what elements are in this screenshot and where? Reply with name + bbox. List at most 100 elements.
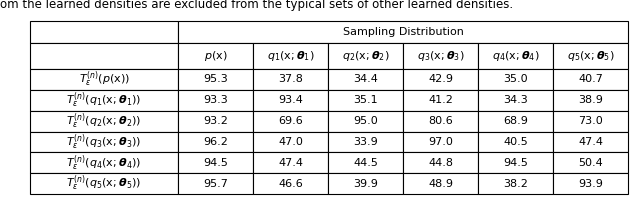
Bar — [553, 90, 628, 111]
Bar — [328, 43, 403, 69]
Bar — [328, 90, 403, 111]
Text: Sampling Distribution: Sampling Distribution — [342, 27, 463, 37]
Bar — [30, 173, 178, 194]
Text: 96.2: 96.2 — [203, 137, 228, 147]
Text: 93.3: 93.3 — [203, 95, 228, 105]
Text: 47.0: 47.0 — [278, 137, 303, 147]
Bar — [253, 69, 328, 90]
Bar — [553, 43, 628, 69]
Text: $p(\mathrm{x})$: $p(\mathrm{x})$ — [204, 49, 227, 63]
Bar — [30, 152, 178, 173]
Bar — [403, 132, 478, 152]
Text: $T_\epsilon^{(n)}(q_4(\mathrm{x};\boldsymbol{\theta}_4))$: $T_\epsilon^{(n)}(q_4(\mathrm{x};\boldsy… — [67, 153, 141, 173]
Bar — [478, 43, 553, 69]
Bar — [30, 21, 178, 43]
Bar — [178, 152, 253, 173]
Bar — [253, 43, 328, 69]
Bar — [253, 152, 328, 173]
Bar — [178, 69, 253, 90]
Text: 40.5: 40.5 — [503, 137, 528, 147]
Bar — [553, 173, 628, 194]
Bar — [253, 111, 328, 132]
Bar — [253, 132, 328, 152]
Bar — [478, 111, 553, 132]
Text: 93.2: 93.2 — [203, 116, 228, 126]
Text: $q_2(\mathrm{x};\boldsymbol{\theta}_2)$: $q_2(\mathrm{x};\boldsymbol{\theta}_2)$ — [342, 49, 389, 63]
Text: $T_\epsilon^{(n)}(p(\mathrm{x}))$: $T_\epsilon^{(n)}(p(\mathrm{x}))$ — [79, 70, 129, 89]
Text: $T_\epsilon^{(n)}(q_3(\mathrm{x};\boldsymbol{\theta}_3))$: $T_\epsilon^{(n)}(q_3(\mathrm{x};\boldsy… — [67, 132, 141, 152]
Bar — [30, 43, 178, 69]
Bar — [478, 69, 553, 90]
Text: 44.8: 44.8 — [428, 158, 453, 168]
Text: 39.9: 39.9 — [353, 179, 378, 189]
Bar — [403, 111, 478, 132]
Bar — [403, 152, 478, 173]
Text: $q_5(\mathrm{x};\boldsymbol{\theta}_5)$: $q_5(\mathrm{x};\boldsymbol{\theta}_5)$ — [566, 49, 614, 63]
Text: 93.9: 93.9 — [578, 179, 603, 189]
Text: 35.1: 35.1 — [353, 95, 378, 105]
Text: 42.9: 42.9 — [428, 74, 453, 84]
Text: 69.6: 69.6 — [278, 116, 303, 126]
Text: $q_1(\mathrm{x};\boldsymbol{\theta}_1)$: $q_1(\mathrm{x};\boldsymbol{\theta}_1)$ — [267, 49, 314, 63]
Text: 95.3: 95.3 — [203, 74, 228, 84]
Text: $T_\epsilon^{(n)}(q_5(\mathrm{x};\boldsymbol{\theta}_5))$: $T_\epsilon^{(n)}(q_5(\mathrm{x};\boldsy… — [67, 174, 141, 193]
Bar — [178, 90, 253, 111]
Text: 73.0: 73.0 — [578, 116, 603, 126]
Bar — [553, 132, 628, 152]
Bar — [553, 152, 628, 173]
Text: 94.5: 94.5 — [203, 158, 228, 168]
Text: 94.5: 94.5 — [503, 158, 528, 168]
Text: 33.9: 33.9 — [353, 137, 378, 147]
Text: 40.7: 40.7 — [578, 74, 603, 84]
Text: 37.8: 37.8 — [278, 74, 303, 84]
Text: 38.2: 38.2 — [503, 179, 528, 189]
Bar — [328, 69, 403, 90]
Bar — [30, 90, 178, 111]
Bar — [553, 69, 628, 90]
Bar — [403, 173, 478, 194]
Text: 34.4: 34.4 — [353, 74, 378, 84]
Text: om the learned densities are excluded from the typical sets of other learned den: om the learned densities are excluded fr… — [0, 0, 513, 11]
Bar — [178, 132, 253, 152]
Text: 47.4: 47.4 — [278, 158, 303, 168]
Text: 44.5: 44.5 — [353, 158, 378, 168]
Bar — [328, 152, 403, 173]
Text: 38.9: 38.9 — [578, 95, 603, 105]
Bar — [328, 111, 403, 132]
Text: 95.0: 95.0 — [353, 116, 378, 126]
Bar — [403, 43, 478, 69]
Text: $T_\epsilon^{(n)}(q_2(\mathrm{x};\boldsymbol{\theta}_2))$: $T_\epsilon^{(n)}(q_2(\mathrm{x};\boldsy… — [67, 111, 141, 131]
Text: 80.6: 80.6 — [428, 116, 453, 126]
Text: 68.9: 68.9 — [503, 116, 528, 126]
Bar — [478, 173, 553, 194]
Text: 46.6: 46.6 — [278, 179, 303, 189]
Bar — [478, 132, 553, 152]
Text: $q_3(\mathrm{x};\boldsymbol{\theta}_3)$: $q_3(\mathrm{x};\boldsymbol{\theta}_3)$ — [417, 49, 464, 63]
Text: 50.4: 50.4 — [578, 158, 603, 168]
Text: $q_4(\mathrm{x};\boldsymbol{\theta}_4)$: $q_4(\mathrm{x};\boldsymbol{\theta}_4)$ — [492, 49, 540, 63]
Bar — [253, 173, 328, 194]
Bar — [178, 43, 253, 69]
Text: 34.3: 34.3 — [503, 95, 528, 105]
Text: 93.4: 93.4 — [278, 95, 303, 105]
Text: 47.4: 47.4 — [578, 137, 603, 147]
Bar — [253, 90, 328, 111]
Bar — [30, 69, 178, 90]
Bar — [178, 21, 628, 43]
Bar — [178, 111, 253, 132]
Bar — [30, 132, 178, 152]
Bar — [328, 132, 403, 152]
Bar — [478, 90, 553, 111]
Bar — [30, 111, 178, 132]
Text: $T_\epsilon^{(n)}(q_1(\mathrm{x};\boldsymbol{\theta}_1))$: $T_\epsilon^{(n)}(q_1(\mathrm{x};\boldsy… — [67, 91, 141, 110]
Text: 97.0: 97.0 — [428, 137, 453, 147]
Bar — [178, 173, 253, 194]
Bar — [478, 152, 553, 173]
Bar — [553, 111, 628, 132]
Text: 48.9: 48.9 — [428, 179, 453, 189]
Text: 35.0: 35.0 — [503, 74, 528, 84]
Bar — [403, 90, 478, 111]
Bar — [328, 173, 403, 194]
Bar — [403, 69, 478, 90]
Text: 95.7: 95.7 — [203, 179, 228, 189]
